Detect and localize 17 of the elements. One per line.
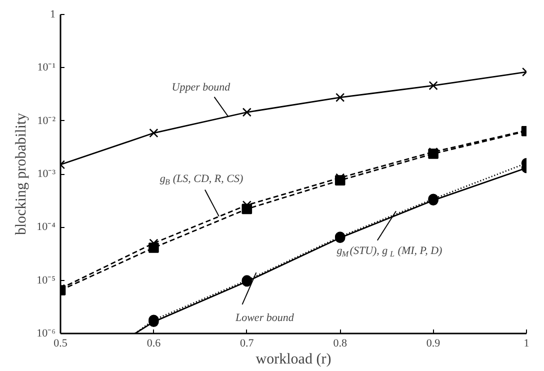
x-tick-label: 0.6 <box>146 338 162 350</box>
y-tick-label: 10⁻⁵ <box>36 274 56 286</box>
y-tick-label: 10⁻² <box>37 114 56 127</box>
x-tick-label: 0.7 <box>240 338 254 350</box>
y-tick-label: 10⁻¹ <box>37 62 56 74</box>
x-tick-label: 0.9 <box>426 338 441 350</box>
x-tick-label: 0.8 <box>333 338 348 350</box>
annotation: Upper bound <box>172 81 231 94</box>
x-tick-label: 1 <box>524 338 530 350</box>
annotation: Lower bound <box>234 312 294 324</box>
x-tick-label: 0.5 <box>54 338 68 350</box>
y-tick-label: 10⁻³ <box>37 168 56 180</box>
y-tick-label: 1 <box>50 8 56 20</box>
x-axis-title: workload (r) <box>256 352 332 368</box>
y-axis-title: blocking probability <box>14 112 30 236</box>
y-tick-label: 10⁻⁶ <box>36 328 56 340</box>
y-tick-label: 10⁻⁴ <box>36 221 56 234</box>
